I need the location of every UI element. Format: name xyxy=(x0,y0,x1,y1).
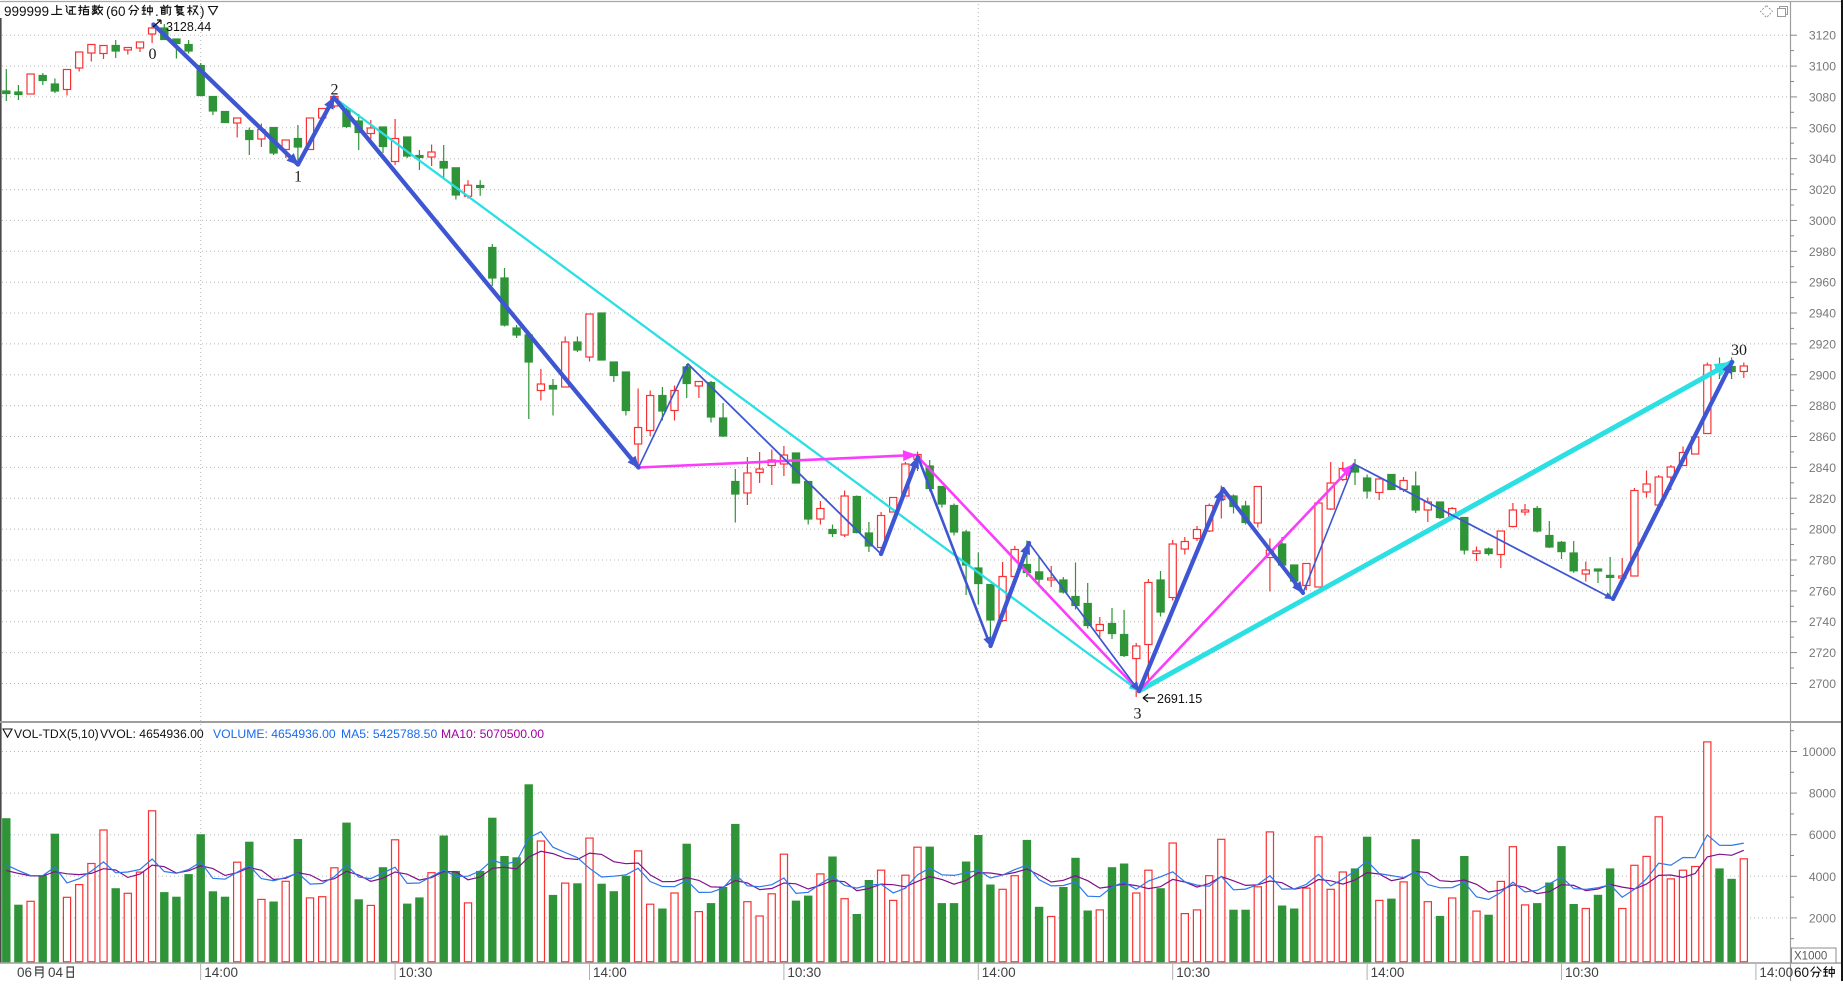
svg-text:3120: 3120 xyxy=(1809,29,1836,43)
svg-text:2740: 2740 xyxy=(1809,615,1836,629)
svg-text:2760: 2760 xyxy=(1809,584,1836,598)
svg-text:3100: 3100 xyxy=(1809,60,1836,74)
svg-text:VVOL: 4654936.00: VVOL: 4654936.00 xyxy=(100,727,204,741)
svg-text:2800: 2800 xyxy=(1809,523,1836,537)
svg-text:14:00: 14:00 xyxy=(204,965,238,980)
svg-text:2780: 2780 xyxy=(1809,554,1836,568)
svg-text:10:30: 10:30 xyxy=(1176,965,1210,980)
svg-text:999999: 999999 xyxy=(4,4,49,19)
svg-text:2940: 2940 xyxy=(1809,307,1836,321)
svg-text:3060: 3060 xyxy=(1809,121,1836,135)
svg-text:2860: 2860 xyxy=(1809,430,1836,444)
svg-text:2840: 2840 xyxy=(1809,461,1836,475)
svg-text:14:00: 14:00 xyxy=(982,965,1016,980)
svg-text:10000: 10000 xyxy=(1802,745,1836,759)
svg-text:2000: 2000 xyxy=(1809,911,1836,925)
svg-text:2700: 2700 xyxy=(1809,677,1836,691)
svg-text:.: . xyxy=(155,4,159,19)
svg-text:3040: 3040 xyxy=(1809,152,1836,166)
svg-text:10:30: 10:30 xyxy=(1565,965,1599,980)
svg-text:6000: 6000 xyxy=(1809,828,1836,842)
svg-text:04: 04 xyxy=(48,965,64,980)
svg-text:60: 60 xyxy=(1794,965,1809,980)
svg-text:2691.15: 2691.15 xyxy=(1157,692,1202,706)
svg-text:2960: 2960 xyxy=(1809,276,1836,290)
svg-text:1: 1 xyxy=(294,169,302,186)
svg-text:X1000: X1000 xyxy=(1794,951,1827,963)
svg-text:30: 30 xyxy=(1731,342,1747,359)
svg-text:06: 06 xyxy=(17,965,32,980)
svg-text:VOLUME: 4654936.00: VOLUME: 4654936.00 xyxy=(213,727,336,741)
svg-text:VOL-TDX(5,10): VOL-TDX(5,10) xyxy=(14,727,99,741)
svg-text:2720: 2720 xyxy=(1809,646,1836,660)
svg-text:): ) xyxy=(200,4,205,19)
svg-text:3128.44: 3128.44 xyxy=(166,20,211,34)
svg-text:14:00: 14:00 xyxy=(1759,965,1793,980)
svg-text:2900: 2900 xyxy=(1809,368,1836,382)
svg-text:8000: 8000 xyxy=(1809,787,1836,801)
svg-text:3000: 3000 xyxy=(1809,214,1836,228)
svg-text:10:30: 10:30 xyxy=(399,965,433,980)
svg-text:MA5: 5425788.50: MA5: 5425788.50 xyxy=(341,727,437,741)
svg-text:3080: 3080 xyxy=(1809,90,1836,104)
svg-text:3020: 3020 xyxy=(1809,183,1836,197)
svg-text:(60: (60 xyxy=(106,4,126,19)
svg-text:14:00: 14:00 xyxy=(593,965,627,980)
svg-text:10:30: 10:30 xyxy=(787,965,821,980)
svg-text:2820: 2820 xyxy=(1809,492,1836,506)
svg-text:0: 0 xyxy=(149,46,157,63)
svg-text:2980: 2980 xyxy=(1809,245,1836,259)
svg-text:2920: 2920 xyxy=(1809,337,1836,351)
svg-text:3: 3 xyxy=(1134,706,1142,723)
svg-text:MA10: 5070500.00: MA10: 5070500.00 xyxy=(441,727,544,741)
svg-text:4000: 4000 xyxy=(1809,870,1836,884)
svg-text:14:00: 14:00 xyxy=(1371,965,1405,980)
svg-text:2: 2 xyxy=(331,82,339,99)
svg-text:2880: 2880 xyxy=(1809,399,1836,413)
